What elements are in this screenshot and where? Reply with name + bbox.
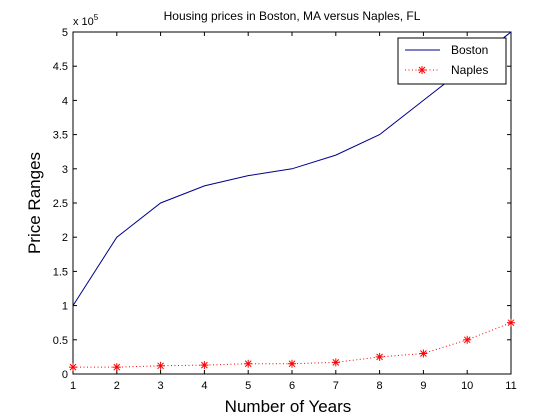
y-tick-label: 2 — [62, 232, 68, 244]
series-line-boston — [72, 31, 512, 306]
y-tick-label: 5 — [62, 27, 68, 39]
data-point-naples — [419, 349, 428, 358]
legend-label-boston: Boston — [451, 43, 488, 57]
data-point-naples — [156, 361, 165, 370]
series-layer — [69, 31, 515, 372]
data-point-naples — [288, 359, 296, 368]
data-point-naples — [244, 359, 253, 368]
y-tick-label: 3 — [62, 164, 68, 176]
data-point-naples — [331, 358, 340, 367]
y-tick-label: 2.5 — [53, 198, 68, 210]
y-multiplier-base: x 10 — [73, 16, 94, 28]
x-tick-label: 6 — [289, 380, 295, 392]
y-tick-label: 1.5 — [53, 266, 68, 278]
x-tick-label: 10 — [461, 380, 473, 392]
legend-label-naples: Naples — [451, 63, 488, 77]
x-tick-label: 8 — [377, 380, 383, 392]
data-point-naples — [112, 363, 121, 372]
x-tick-label: 5 — [245, 380, 251, 392]
x-tick-label: 9 — [420, 380, 426, 392]
x-tick-label: 11 — [505, 380, 516, 392]
x-tick-label: 3 — [158, 380, 164, 392]
y-multiplier-exponent: 5 — [94, 13, 99, 22]
x-tick-label: 1 — [70, 380, 76, 392]
data-point-naples — [507, 318, 515, 327]
y-tick-label: 4 — [62, 95, 68, 107]
y-tick-label: 4.5 — [53, 61, 68, 73]
legend: Boston Naples — [397, 37, 507, 85]
data-point-naples — [463, 335, 472, 344]
legend-box — [397, 37, 507, 85]
x-tick-label: 4 — [201, 380, 207, 392]
legend-marker-naples — [418, 66, 426, 74]
data-point-naples — [69, 363, 77, 372]
y-multiplier-label: x 105 — [73, 13, 99, 28]
y-tick-label: 0 — [62, 369, 68, 381]
y-tick-label: 1 — [62, 301, 68, 313]
y-tick-label: 0.5 — [53, 335, 68, 347]
y-axis-label: Price Ranges — [25, 152, 44, 254]
chart-title: Housing prices in Boston, MA versus Napl… — [164, 9, 421, 23]
x-axis-label: Number of Years — [225, 397, 352, 416]
x-tick-label: 2 — [114, 380, 120, 392]
x-tick-label: 7 — [333, 380, 339, 392]
data-point-naples — [375, 352, 384, 361]
y-tick-label: 3.5 — [53, 130, 68, 142]
data-point-naples — [200, 361, 209, 370]
